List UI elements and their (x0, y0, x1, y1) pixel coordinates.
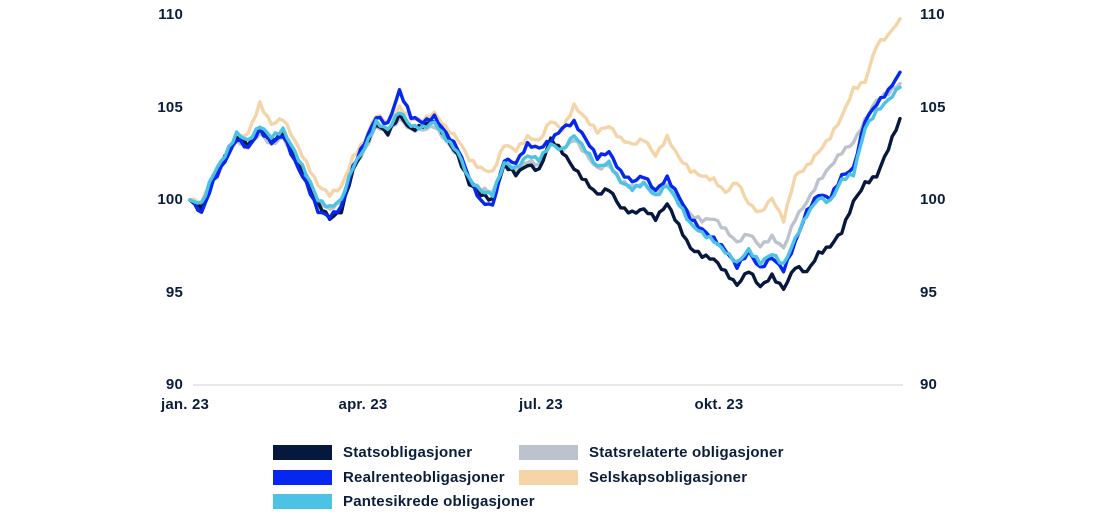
legend-item-statsobligasjoner: Statsobligasjoner (273, 444, 472, 461)
legend-swatch-statsobligasjoner (273, 445, 332, 460)
y-tick-left-90: 90 (165, 376, 183, 393)
y-tick-right-105: 105 (920, 98, 946, 116)
legend-swatch-statsrelaterte-obligasjoner (519, 445, 578, 460)
series-line-pantesikrede-obligasjoner (188, 85, 902, 267)
legend-label-selskapsobligasjoner: Selskapsobligasjoner (589, 468, 748, 486)
y-tick-left-105: 105 (157, 98, 183, 116)
legend-label-pantesikrede-obligasjoner: Pantesikrede obligasjoner (343, 493, 535, 510)
y-tick-right-90: 90 (920, 376, 938, 393)
y-tick-left-100: 100 (157, 191, 183, 208)
x-tick-jan-23: jan. 23 (160, 396, 210, 413)
x-tick-jul-23: jul. 23 (519, 396, 563, 413)
legend-item-selskapsobligasjoner: Selskapsobligasjoner (519, 469, 747, 486)
legend-label-statsrelaterte-obligasjoner: Statsrelaterte obligasjoner (589, 444, 784, 461)
x-tick-okt-23: okt. 23 (694, 396, 744, 413)
series-line-selskapsobligasjoner (188, 17, 902, 224)
legend-swatch-realrenteobligasjoner (273, 469, 332, 485)
y-tick-right-110: 110 (920, 6, 945, 23)
legend-label-statsobligasjoner: Statsobligasjoner (343, 444, 473, 461)
legend-item-statsrelaterte-obligasjoner: Statsrelaterte obligasjoner (519, 444, 784, 461)
series-lines (188, 17, 902, 291)
y-tick-right-100: 100 (920, 191, 946, 208)
y-tick-left-110: 110 (158, 6, 183, 23)
legend-swatch-selskapsobligasjoner (519, 469, 578, 485)
legend-item-realrenteobligasjoner: Realrenteobligasjoner (273, 469, 505, 486)
series-line-realrenteobligasjoner (188, 70, 902, 274)
legend-item-pantesikrede-obligasjoner: Pantesikrede obligasjoner (273, 493, 535, 510)
x-tick-apr-23: apr. 23 (338, 396, 388, 413)
y-tick-right-95: 95 (920, 283, 938, 301)
y-tick-left-95: 95 (165, 283, 183, 301)
legend-label-realrenteobligasjoner: Realrenteobligasjoner (343, 468, 505, 486)
legend-swatch-pantesikrede-obligasjoner (273, 494, 332, 509)
